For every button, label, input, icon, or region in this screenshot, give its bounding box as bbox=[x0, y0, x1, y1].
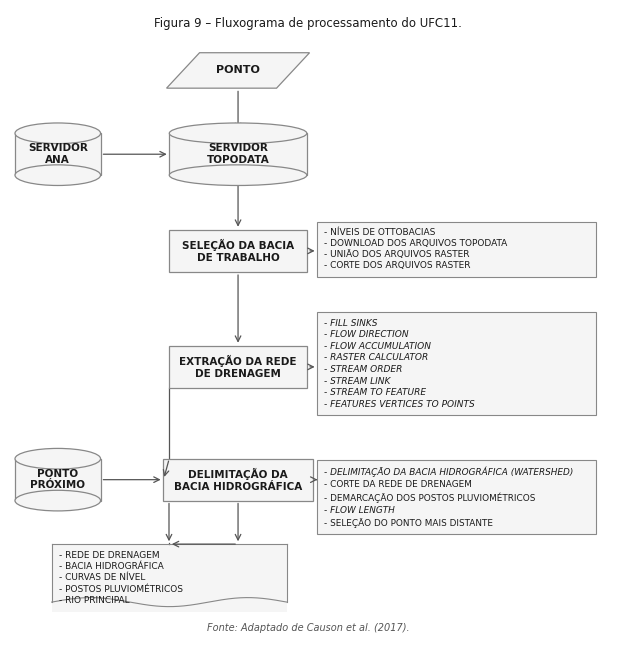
Text: - FILL SINKS: - FILL SINKS bbox=[323, 318, 377, 328]
Text: - NÍVEIS DE OTTOBACIAS: - NÍVEIS DE OTTOBACIAS bbox=[323, 228, 435, 237]
Text: SELEÇÃO DA BACIA
DE TRABALHO: SELEÇÃO DA BACIA DE TRABALHO bbox=[182, 239, 294, 263]
Text: - FLOW LENGTH: - FLOW LENGTH bbox=[323, 506, 394, 515]
Text: - STREAM LINK: - STREAM LINK bbox=[323, 376, 390, 385]
Ellipse shape bbox=[15, 165, 101, 185]
Text: - REDE DE DRENAGEM: - REDE DE DRENAGEM bbox=[59, 551, 160, 560]
Text: Fonte: Adaptado de Causon et al. (2017).: Fonte: Adaptado de Causon et al. (2017). bbox=[207, 623, 410, 633]
Text: - BACIA HIDROGRÁFICA: - BACIA HIDROGRÁFICA bbox=[59, 562, 164, 571]
Bar bbox=[169, 346, 307, 388]
Text: - FLOW ACCUMULATION: - FLOW ACCUMULATION bbox=[323, 342, 430, 351]
Text: - STREAM TO FEATURE: - STREAM TO FEATURE bbox=[323, 388, 426, 397]
Text: DELIMITAÇÃO DA
BACIA HIDROGRÁFICA: DELIMITAÇÃO DA BACIA HIDROGRÁFICA bbox=[174, 468, 302, 491]
Text: - CORTE DOS ARQUIVOS RASTER: - CORTE DOS ARQUIVOS RASTER bbox=[323, 261, 470, 270]
Text: Figura 9 – Fluxograma de processamento do UFC11.: Figura 9 – Fluxograma de processamento d… bbox=[154, 17, 462, 30]
Bar bbox=[169, 133, 307, 175]
Text: SERVIDOR
TOPODATA: SERVIDOR TOPODATA bbox=[206, 144, 270, 165]
Polygon shape bbox=[166, 53, 310, 88]
Ellipse shape bbox=[15, 123, 101, 144]
Bar bbox=[169, 230, 307, 272]
Text: - FEATURES VERTICES TO POINTS: - FEATURES VERTICES TO POINTS bbox=[323, 400, 474, 409]
Text: - UNIÃO DOS ARQUIVOS RASTER: - UNIÃO DOS ARQUIVOS RASTER bbox=[323, 250, 469, 259]
Bar bbox=[52, 544, 287, 612]
Text: PONTO
PRÓXIMO: PONTO PRÓXIMO bbox=[30, 469, 85, 491]
Bar bbox=[318, 312, 596, 415]
Bar bbox=[163, 459, 313, 500]
Bar bbox=[318, 222, 596, 277]
Text: - DEMARCAÇÃO DOS POSTOS PLUVIOMÉTRICOS: - DEMARCAÇÃO DOS POSTOS PLUVIOMÉTRICOS bbox=[323, 492, 535, 502]
Text: - CORTE DA REDE DE DRENAGEM: - CORTE DA REDE DE DRENAGEM bbox=[323, 480, 472, 489]
Bar bbox=[15, 133, 101, 175]
Text: - DELIMITAÇÃO DA BACIA HIDROGRÁFICA (WATERSHED): - DELIMITAÇÃO DA BACIA HIDROGRÁFICA (WAT… bbox=[323, 467, 573, 477]
Text: - FLOW DIRECTION: - FLOW DIRECTION bbox=[323, 330, 408, 339]
Text: SERVIDOR
ANA: SERVIDOR ANA bbox=[28, 144, 88, 165]
Bar bbox=[15, 459, 101, 500]
Text: EXTRAÇÃO DA REDE
DE DRENAGEM: EXTRAÇÃO DA REDE DE DRENAGEM bbox=[179, 355, 297, 379]
Text: - DOWNLOAD DOS ARQUIVOS TOPODATA: - DOWNLOAD DOS ARQUIVOS TOPODATA bbox=[323, 239, 507, 248]
Text: - RIO PRINCIPAL: - RIO PRINCIPAL bbox=[59, 597, 130, 605]
Text: PONTO: PONTO bbox=[216, 66, 260, 75]
Text: - RASTER CALCULATOR: - RASTER CALCULATOR bbox=[323, 354, 428, 362]
Text: - CURVAS DE NÍVEL: - CURVAS DE NÍVEL bbox=[59, 573, 146, 582]
Ellipse shape bbox=[15, 490, 101, 511]
Text: - SELEÇÃO DO PONTO MAIS DISTANTE: - SELEÇÃO DO PONTO MAIS DISTANTE bbox=[323, 518, 492, 528]
Ellipse shape bbox=[169, 165, 307, 185]
Ellipse shape bbox=[169, 123, 307, 144]
Ellipse shape bbox=[15, 448, 101, 469]
Bar bbox=[318, 460, 596, 534]
Text: - POSTOS PLUVIOMÉTRICOS: - POSTOS PLUVIOMÉTRICOS bbox=[59, 585, 183, 594]
Text: - STREAM ORDER: - STREAM ORDER bbox=[323, 365, 402, 374]
